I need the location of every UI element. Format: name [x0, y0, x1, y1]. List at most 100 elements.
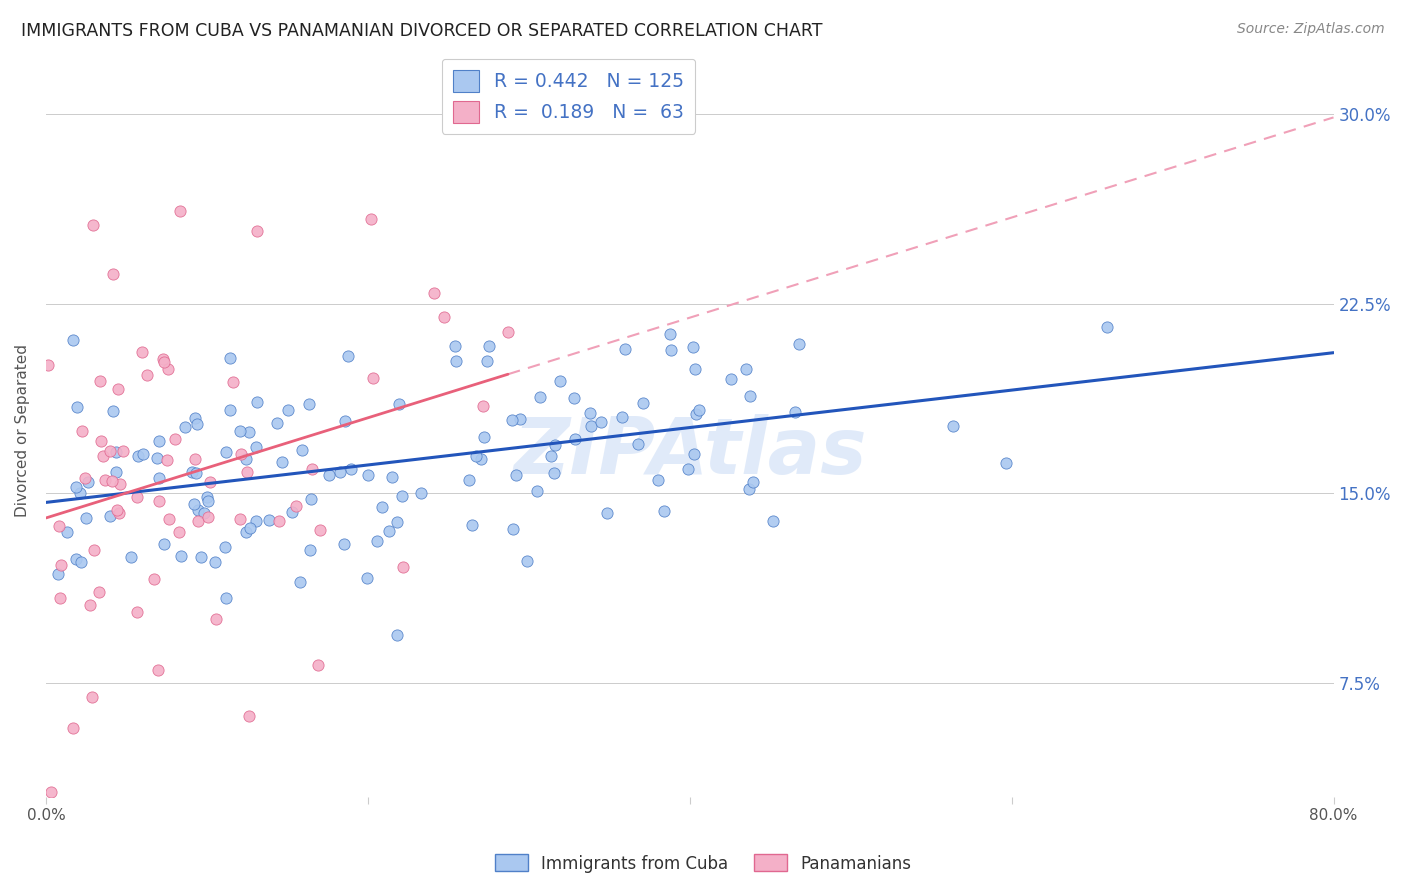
Point: [659, 343, 682, 357]
Point: [548, 374, 571, 388]
Legend: Immigrants from Cuba, Panamanians: Immigrants from Cuba, Panamanians: [488, 847, 918, 880]
Point: [307, 657, 329, 672]
Point: [461, 518, 484, 533]
Point: [214, 540, 236, 554]
Point: [737, 482, 759, 496]
Point: [735, 361, 758, 376]
Point: [299, 492, 322, 507]
Point: [198, 475, 221, 490]
Point: [271, 455, 294, 469]
Point: [104, 445, 127, 459]
Point: [647, 473, 669, 487]
Point: [69, 485, 91, 500]
Point: [579, 406, 602, 420]
Point: [631, 396, 654, 410]
Point: [215, 445, 238, 459]
Point: [281, 505, 304, 519]
Point: [340, 461, 363, 475]
Point: [685, 407, 707, 421]
Point: [388, 397, 411, 411]
Point: [48, 518, 70, 533]
Point: [392, 560, 415, 574]
Point: [235, 524, 257, 539]
Point: [75, 510, 97, 524]
Point: [152, 351, 174, 366]
Text: ZIPAtlas: ZIPAtlas: [513, 414, 866, 491]
Point: [787, 336, 810, 351]
Point: [329, 465, 352, 479]
Point: [148, 471, 170, 485]
Point: [676, 461, 699, 475]
Point: [148, 434, 170, 448]
Point: [995, 456, 1018, 470]
Point: [688, 403, 710, 417]
Point: [146, 451, 169, 466]
Point: [108, 506, 131, 520]
Point: [543, 467, 565, 481]
Point: [205, 612, 228, 626]
Point: [62, 334, 84, 348]
Point: [101, 475, 124, 489]
Point: [221, 375, 243, 389]
Point: [174, 420, 197, 434]
Point: [738, 389, 761, 403]
Point: [370, 500, 392, 515]
Point: [544, 438, 567, 452]
Text: Source: ZipAtlas.com: Source: ZipAtlas.com: [1237, 22, 1385, 37]
Point: [98, 444, 121, 458]
Point: [385, 627, 408, 641]
Point: [318, 468, 340, 483]
Point: [121, 549, 143, 564]
Point: [65, 480, 87, 494]
Point: [56, 524, 79, 539]
Point: [70, 555, 93, 569]
Point: [125, 491, 148, 505]
Point: [214, 591, 236, 605]
Point: [90, 434, 112, 449]
Point: [526, 483, 548, 498]
Point: [186, 417, 208, 431]
Point: [742, 475, 765, 489]
Point: [235, 452, 257, 467]
Point: [509, 412, 531, 426]
Text: IMMIGRANTS FROM CUBA VS PANAMANIAN DIVORCED OR SEPARATED CORRELATION CHART: IMMIGRANTS FROM CUBA VS PANAMANIAN DIVOR…: [21, 22, 823, 40]
Point: [181, 465, 204, 479]
Point: [266, 417, 288, 431]
Point: [478, 339, 501, 353]
Point: [79, 598, 101, 612]
Point: [229, 447, 252, 461]
Point: [564, 433, 586, 447]
Point: [652, 503, 675, 517]
Point: [245, 514, 267, 528]
Point: [458, 473, 481, 487]
Point: [444, 354, 467, 368]
Point: [49, 558, 72, 573]
Point: [131, 345, 153, 359]
Point: [762, 514, 785, 528]
Point: [197, 509, 219, 524]
Point: [169, 204, 191, 219]
Point: [163, 432, 186, 446]
Point: [378, 524, 401, 539]
Point: [46, 566, 69, 581]
Point: [683, 361, 706, 376]
Point: [596, 506, 619, 520]
Point: [197, 494, 219, 508]
Point: [105, 466, 128, 480]
Point: [80, 690, 103, 705]
Point: [496, 326, 519, 340]
Point: [505, 468, 527, 483]
Legend: R = 0.442   N = 125, R =  0.189   N =  63: R = 0.442 N = 125, R = 0.189 N = 63: [441, 59, 696, 134]
Point: [472, 399, 495, 413]
Point: [65, 552, 87, 566]
Point: [66, 400, 89, 414]
Point: [411, 485, 433, 500]
Point: [259, 513, 281, 527]
Point: [298, 542, 321, 557]
Point: [136, 368, 159, 382]
Point: [187, 515, 209, 529]
Y-axis label: Divorced or Separated: Divorced or Separated: [15, 343, 30, 516]
Point: [564, 391, 586, 405]
Point: [391, 489, 413, 503]
Point: [127, 605, 149, 619]
